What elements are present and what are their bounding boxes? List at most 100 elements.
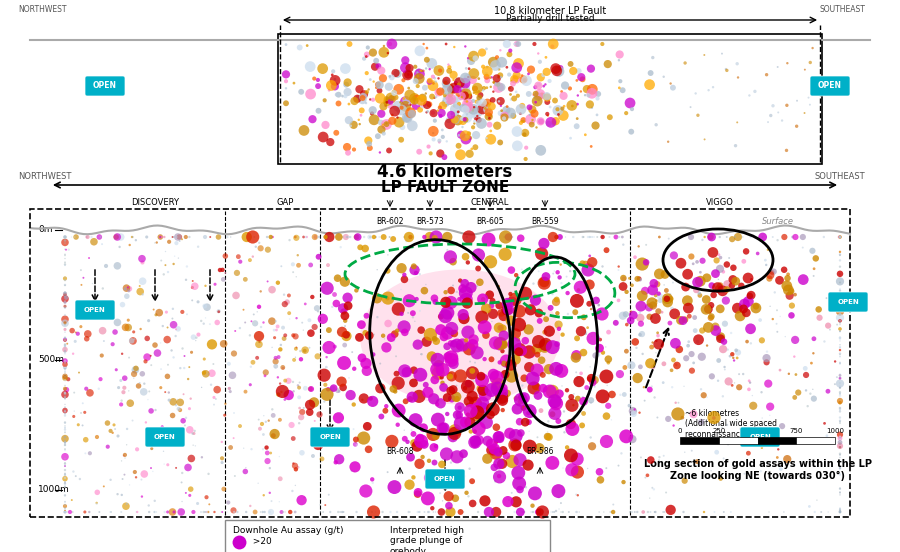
Point [455,284,470,293]
Point [564,101,579,110]
Point [572,508,587,517]
Point [328,76,342,85]
Point [529,123,544,132]
Point [380,98,394,107]
Point [832,250,847,259]
Point [716,267,731,276]
Point [508,40,522,49]
Point [202,500,217,509]
Point [389,386,403,395]
Point [308,322,322,331]
Point [237,444,251,453]
Point [762,411,777,420]
Point [497,311,511,320]
Point [832,359,847,368]
Point [353,120,367,129]
Point [539,53,554,62]
Point [584,232,598,241]
Point [455,341,470,349]
Point [806,385,820,394]
Point [370,294,384,302]
Point [494,393,508,402]
Point [832,434,847,443]
Point [666,83,680,92]
Point [166,259,181,268]
Point [507,75,521,83]
Point [228,327,242,336]
Point [711,284,725,293]
Point [832,298,847,306]
Point [569,490,583,499]
Point [407,366,421,375]
Point [717,363,732,371]
Point [227,349,241,358]
Point [58,360,72,369]
Point [175,497,189,506]
Point [383,97,398,106]
Point [79,335,94,343]
Point [183,426,197,434]
Point [58,392,72,401]
Point [689,286,704,295]
Point [421,142,436,151]
Point [547,267,562,275]
Point [337,508,351,517]
Point [431,88,446,97]
Point [536,508,550,517]
Point [313,508,328,517]
Point [491,65,506,73]
Point [668,339,682,348]
Point [267,326,282,335]
Point [674,415,688,423]
Point [534,117,548,126]
Point [480,105,494,114]
Point [430,355,445,364]
Point [496,324,510,333]
Point [492,471,507,480]
Point [243,331,257,340]
Point [693,291,707,300]
Point [663,294,678,303]
Point [335,377,349,386]
Point [435,125,449,134]
Point [446,88,461,97]
Point [58,505,72,513]
Point [118,374,132,383]
Point [645,317,660,326]
Point [522,427,536,436]
Point [495,388,509,397]
Point [462,232,476,241]
Point [227,408,241,417]
Point [233,422,248,431]
Point [502,369,517,378]
Point [486,405,500,413]
Point [189,333,203,342]
Point [589,121,603,130]
Point [204,369,219,378]
Point [454,130,468,139]
Point [564,392,579,401]
Point [476,404,491,412]
Text: NORTHWEST: NORTHWEST [18,172,71,181]
Point [394,105,409,114]
Point [463,92,477,101]
Point [58,436,72,445]
Point [555,330,570,339]
Point [617,390,632,399]
Point [694,417,708,426]
Point [563,267,578,275]
Point [292,232,307,241]
Point [406,473,420,482]
Point [460,110,474,119]
Point [775,422,789,431]
Point [179,413,194,422]
Point [720,260,734,269]
Point [494,478,508,487]
Point [434,312,448,321]
Point [774,465,788,474]
Point [732,370,746,379]
Point [369,232,383,241]
Point [428,294,442,302]
Point [446,76,461,84]
Point [592,508,607,517]
